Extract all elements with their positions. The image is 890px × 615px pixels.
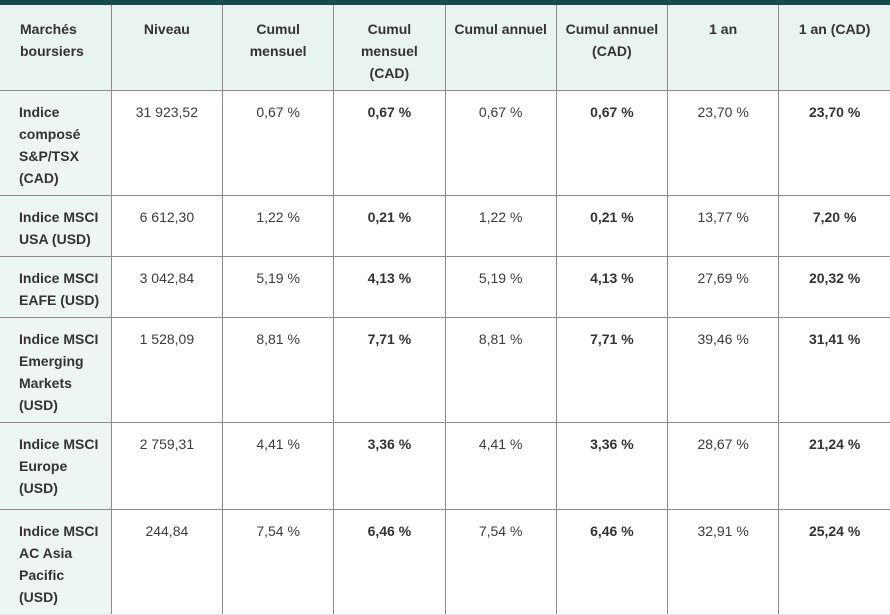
- value-cell-cumul-mensuel: 4,41 %: [221, 422, 335, 510]
- value-cell-niveau: 244,84: [110, 509, 224, 615]
- column-header-cumul-annuel-cad: Cumul annuel (CAD): [555, 5, 669, 91]
- value-cell-1-an-cad: 7,20 %: [778, 195, 890, 257]
- value-cell-cumul-mensuel-cad: 3,36 %: [333, 422, 446, 510]
- column-header-1-an: 1 an: [666, 5, 780, 91]
- column-header-cumul-annuel: Cumul annuel: [444, 5, 557, 91]
- value-cell-cumul-mensuel-cad: 4,13 %: [333, 256, 446, 318]
- table-top-accent-bar: [0, 0, 890, 5]
- market-indices-table: Marchés boursiers Niveau Cumul mensuel C…: [0, 5, 890, 615]
- value-cell-cumul-annuel-cad: 0,67 %: [555, 90, 669, 196]
- table-row-msci-ac-asia-pacific: Indice MSCI AC Asia Pacific (USD) 244,84…: [0, 509, 890, 615]
- value-cell-cumul-mensuel: 0,67 %: [221, 90, 335, 196]
- value-cell-cumul-mensuel: 1,22 %: [221, 195, 335, 257]
- header-row: Marchés boursiers Niveau Cumul mensuel C…: [0, 5, 890, 91]
- value-cell-cumul-annuel-cad: 4,13 %: [555, 256, 669, 318]
- value-cell-1-an: 13,77 %: [666, 195, 780, 257]
- column-header-cumul-mensuel: Cumul mensuel: [221, 5, 335, 91]
- value-cell-cumul-mensuel-cad: 0,67 %: [333, 90, 446, 196]
- value-cell-1-an-cad: 20,32 %: [778, 256, 890, 318]
- value-cell-cumul-mensuel-cad: 0,21 %: [333, 195, 446, 257]
- value-cell-cumul-annuel: 1,22 %: [444, 195, 557, 257]
- value-cell-1-an-cad: 25,24 %: [778, 509, 890, 615]
- column-header-cumul-mensuel-cad: Cumul mensuel (CAD): [333, 5, 446, 91]
- value-cell-cumul-annuel: 5,19 %: [444, 256, 557, 318]
- row-label: Indice MSCI Emerging Markets (USD): [0, 317, 112, 423]
- table-body: Indice composé S&P/TSX (CAD) 31 923,52 0…: [0, 90, 890, 615]
- value-cell-1-an: 28,67 %: [666, 422, 780, 510]
- value-cell-niveau: 3 042,84: [110, 256, 224, 318]
- value-cell-cumul-mensuel-cad: 7,71 %: [333, 317, 446, 423]
- value-cell-cumul-mensuel: 5,19 %: [221, 256, 335, 318]
- row-label: Indice MSCI USA (USD): [0, 195, 112, 257]
- table-row-msci-europe: Indice MSCI Europe (USD) 2 759,31 4,41 %…: [0, 422, 890, 510]
- row-label: Indice composé S&P/TSX (CAD): [0, 90, 112, 196]
- value-cell-cumul-annuel: 7,54 %: [444, 509, 557, 615]
- value-cell-cumul-annuel-cad: 6,46 %: [555, 509, 669, 615]
- value-cell-cumul-annuel-cad: 0,21 %: [555, 195, 669, 257]
- value-cell-cumul-annuel-cad: 3,36 %: [555, 422, 669, 510]
- value-cell-cumul-annuel: 4,41 %: [444, 422, 557, 510]
- value-cell-1-an-cad: 21,24 %: [778, 422, 890, 510]
- value-cell-niveau: 31 923,52: [110, 90, 224, 196]
- table-row-msci-emerging-markets: Indice MSCI Emerging Markets (USD) 1 528…: [0, 317, 890, 423]
- value-cell-niveau: 1 528,09: [110, 317, 224, 423]
- value-cell-cumul-annuel: 8,81 %: [444, 317, 557, 423]
- table-row-msci-eafe: Indice MSCI EAFE (USD) 3 042,84 5,19 % 4…: [0, 256, 890, 318]
- value-cell-cumul-mensuel: 8,81 %: [221, 317, 335, 423]
- row-label: Indice MSCI Europe (USD): [0, 422, 112, 510]
- value-cell-cumul-annuel: 0,67 %: [444, 90, 557, 196]
- table-row-msci-usa: Indice MSCI USA (USD) 6 612,30 1,22 % 0,…: [0, 195, 890, 257]
- value-cell-1-an: 32,91 %: [666, 509, 780, 615]
- value-cell-cumul-mensuel: 7,54 %: [221, 509, 335, 615]
- value-cell-1-an: 23,70 %: [666, 90, 780, 196]
- row-label: Indice MSCI EAFE (USD): [0, 256, 112, 318]
- value-cell-niveau: 2 759,31: [110, 422, 224, 510]
- row-label: Indice MSCI AC Asia Pacific (USD): [0, 509, 112, 615]
- value-cell-cumul-mensuel-cad: 6,46 %: [333, 509, 446, 615]
- column-header-marches-boursiers: Marchés boursiers: [0, 5, 112, 91]
- column-header-niveau: Niveau: [110, 5, 224, 91]
- table-row-sptsx: Indice composé S&P/TSX (CAD) 31 923,52 0…: [0, 90, 890, 196]
- value-cell-1-an-cad: 23,70 %: [778, 90, 890, 196]
- value-cell-1-an-cad: 31,41 %: [778, 317, 890, 423]
- value-cell-cumul-annuel-cad: 7,71 %: [555, 317, 669, 423]
- value-cell-niveau: 6 612,30: [110, 195, 224, 257]
- column-header-1-an-cad: 1 an (CAD): [778, 5, 890, 91]
- value-cell-1-an: 27,69 %: [666, 256, 780, 318]
- value-cell-1-an: 39,46 %: [666, 317, 780, 423]
- table-header: Marchés boursiers Niveau Cumul mensuel C…: [0, 5, 890, 91]
